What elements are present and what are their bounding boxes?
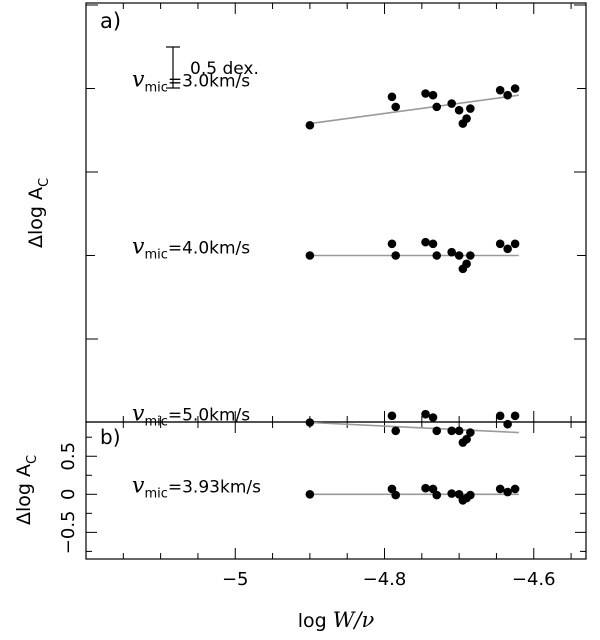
data-point [447,247,456,257]
x-axis-title: log W/ν [298,608,375,632]
data-point [503,90,512,100]
data-point [466,104,475,113]
data-point [421,237,430,247]
fit-line-a-0 [309,94,519,125]
scale-bar: 0.5 dex. [166,46,259,89]
series-label-a-2: vmic=5.0km/s [132,402,250,430]
data-point [391,426,401,436]
panel-b-frame [85,421,587,560]
data-point [305,251,315,260]
data-point [421,89,430,98]
data-point [510,84,520,93]
y-tick-label: 0.5 [58,442,79,471]
data-point [510,484,520,494]
data-point [495,239,505,249]
panel-b-label: b) [100,425,121,449]
data-point [428,90,438,100]
data-point [495,484,505,494]
data-point [454,105,464,115]
data-point [305,120,315,130]
series-label-b-0: vmic=3.93km/s [132,473,261,501]
data-point [391,102,401,112]
data-point [421,409,430,419]
data-point [495,411,505,421]
x-tick-label: −4.8 [363,569,407,590]
data-point [466,428,475,437]
panel-b-ylabel: Δlog AC [13,455,40,525]
data-point [447,426,456,436]
panel-a-ylabel: Δlog AC [25,178,52,248]
y-tick-label: 0 [58,489,79,500]
data-point [454,251,464,260]
series-label-a-1: vmic=4.0km/s [132,235,250,263]
y-tick-label: −0.5 [58,511,79,555]
x-tick-label: −5 [222,569,249,590]
data-point [305,490,315,499]
data-point [495,85,505,95]
data-point [421,483,430,493]
data-point [432,251,442,260]
data-point [391,251,401,260]
data-point [503,244,512,254]
panel-a-frame [85,2,587,423]
data-point [432,426,442,436]
data-point [432,102,442,112]
data-point [466,251,475,260]
fit-line-a-2 [309,421,519,434]
data-point [391,490,401,500]
data-point [428,413,438,422]
data-point [387,411,397,421]
data-point [432,490,442,500]
data-point [428,239,438,249]
data-point [387,92,397,102]
data-point [462,114,471,123]
data-point [503,487,512,497]
x-tick-label: −4.6 [512,569,556,590]
data-point [447,489,456,498]
series-label-a-0: vmic=3.0km/s [132,68,250,96]
data-point [454,426,464,436]
data-point [447,99,456,108]
data-point [466,490,475,500]
data-point [462,434,471,444]
data-point [510,239,520,249]
data-point [462,259,471,269]
data-point [387,239,397,249]
scale-bar-label: 0.5 dex. [190,59,259,79]
panel-a-label: a) [100,9,121,33]
data-point [510,411,520,421]
data-point [503,419,512,429]
data-point [305,418,315,427]
